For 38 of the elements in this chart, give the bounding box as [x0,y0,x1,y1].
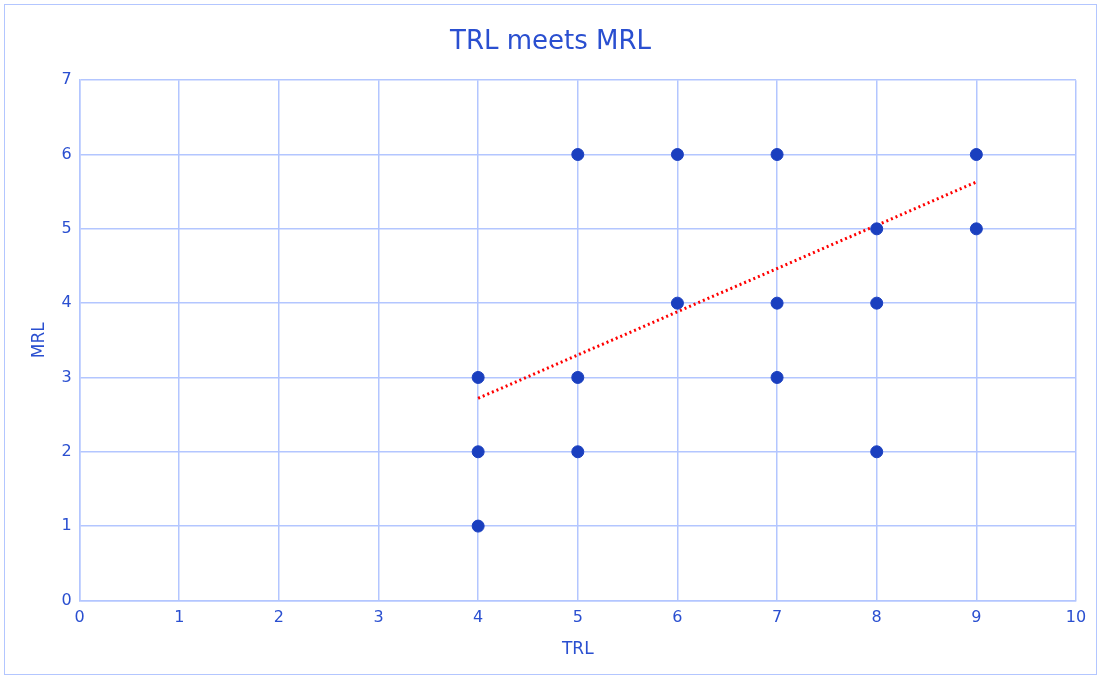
x-tick-label: 1 [174,607,185,627]
x-axis-title: TRL [560,638,595,659]
point [670,148,684,162]
point [571,370,585,384]
y-tick-label: 0 [61,589,72,609]
point [670,296,684,310]
point [770,148,784,162]
point [471,370,485,384]
point [870,222,884,236]
y-tick-label: 6 [61,143,72,163]
point [969,222,983,236]
y-tick-label: 1 [61,515,72,535]
x-tick-label: 8 [871,607,882,627]
chart-title: TRL meets MRL [448,25,652,56]
y-tick-label: 3 [61,366,72,386]
x-tick-label: 2 [273,607,284,627]
x-tick-label: 10 [1065,607,1087,627]
x-tick-label: 9 [971,607,982,627]
point [571,148,585,162]
x-tick-label: 0 [74,607,85,627]
x-tick-label: 7 [771,607,783,627]
point [471,445,485,459]
point [870,296,884,310]
x-tick-label: 3 [373,607,384,627]
y-axis-title: MRL [27,321,48,359]
y-tick-label: 5 [61,217,72,237]
x-tick-label: 5 [572,607,583,627]
point [870,445,884,459]
y-tick-label: 7 [61,69,72,89]
point [770,370,784,384]
point [571,445,585,459]
x-tick-label: 4 [473,607,484,627]
y-tick-label: 4 [61,292,72,312]
x-tick-label: 6 [672,607,683,627]
point [770,296,784,310]
point [969,148,983,162]
point [471,519,485,533]
y-tick-label: 2 [61,440,72,460]
